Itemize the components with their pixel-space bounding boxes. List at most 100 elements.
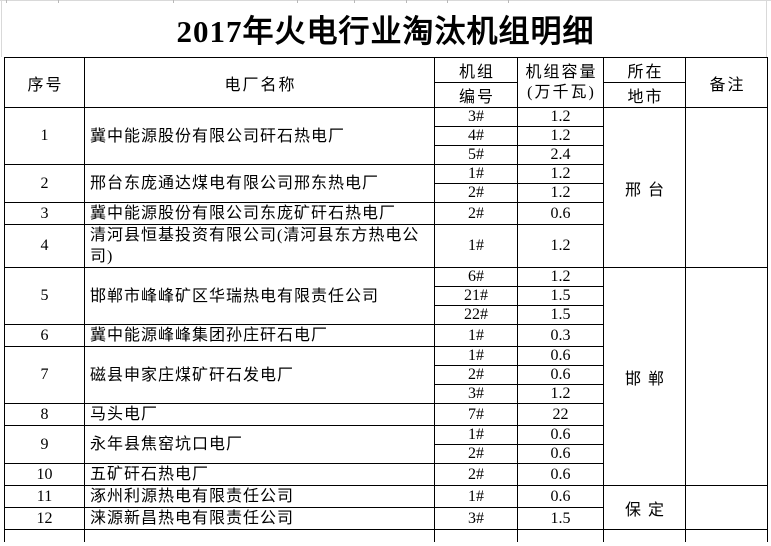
serial-cell: 7 xyxy=(4,346,85,404)
unit-no-cell: 3# xyxy=(434,384,518,404)
grid-tick xyxy=(173,0,174,3)
grid-tick xyxy=(508,0,509,3)
grid-right-edge xyxy=(766,0,767,57)
city-cell xyxy=(603,529,686,542)
plant-name-cell xyxy=(84,529,435,542)
unit-no-cell: 2# xyxy=(434,463,518,486)
unit-no-cell: 6# xyxy=(434,267,518,287)
header-remark: 备注 xyxy=(685,57,768,108)
plant-name-cell: 邢台东庞通达煤电有限公司邢东热电厂 xyxy=(84,164,435,203)
unit-no-cell: 7# xyxy=(434,403,518,426)
capacity-cell: 1.5 xyxy=(517,286,604,306)
grid-topline xyxy=(0,0,771,1)
eliminated-units-table: 序号 电厂名称 机组 机组容量 (万千瓦) 所在 备注 编号 地市 1 冀中能源… xyxy=(4,57,768,542)
capacity-cell: 0.6 xyxy=(517,425,604,445)
capacity-cell: 0.6 xyxy=(517,444,604,464)
table-row: 11 涿州利源热电有限责任公司 1# 0.6 保定 xyxy=(4,485,768,530)
unit-no-cell: 1# xyxy=(434,164,518,184)
capacity-cell: 22 xyxy=(517,403,604,426)
capacity-cell: 0.6 xyxy=(517,346,604,366)
grid-tick xyxy=(447,0,448,3)
capacity-cell: 0.6 xyxy=(517,202,604,225)
grid-tick xyxy=(297,0,298,3)
header-capacity-line2: (万千瓦) xyxy=(527,83,596,101)
header-row-bottom: 编号 地市 xyxy=(5,82,768,108)
grid-tick xyxy=(354,0,355,3)
plant-name-cell: 涿州利源热电有限责任公司 xyxy=(84,485,435,508)
table-row: 1 冀中能源股份有限公司矸石热电厂 3# 1.2 邢台 xyxy=(4,107,768,268)
capacity-cell: 0.6 xyxy=(517,365,604,385)
header-city-bottom: 地市 xyxy=(603,82,686,108)
table-row: 22# 1.5 xyxy=(5,305,768,325)
plant-name-cell: 清河县恒基投资有限公司(清河县东方热电公司) xyxy=(84,224,435,268)
unit-no-cell: 4# xyxy=(434,126,518,146)
serial-cell xyxy=(4,529,85,542)
remark-cell xyxy=(685,107,768,268)
header-capacity-line1: 机组容量 xyxy=(525,63,598,81)
plant-name-cell: 冀中能源股份有限公司东庞矿矸石热电厂 xyxy=(84,202,435,225)
capacity-cell: 1.2 xyxy=(517,107,604,127)
capacity-cell: 0.6 xyxy=(517,485,604,508)
serial-cell: 8 xyxy=(4,403,85,426)
serial-cell: 4 xyxy=(4,224,85,268)
table-row: 4 清河县恒基投资有限公司(清河县东方热电公司) 1# 1.2 xyxy=(4,224,768,268)
serial-cell: 9 xyxy=(4,425,85,464)
unit-no-cell: 2# xyxy=(434,365,518,385)
grid-tick xyxy=(6,0,7,3)
unit-no-cell: 2# xyxy=(434,444,518,464)
unit-no-cell xyxy=(434,529,518,542)
table-row-partial xyxy=(4,529,768,542)
capacity-cell: 1.2 xyxy=(517,384,604,404)
capacity-cell xyxy=(517,529,604,542)
unit-no-cell: 3# xyxy=(434,507,518,530)
capacity-cell: 0.3 xyxy=(517,324,604,347)
grid-left-edge xyxy=(1,0,2,57)
plant-name-cell: 冀中能源峰峰集团孙庄矸石电厂 xyxy=(84,324,435,347)
plant-name-cell: 五矿矸石热电厂 xyxy=(84,463,435,486)
capacity-cell: 0.6 xyxy=(517,463,604,486)
city-cell: 邯郸 xyxy=(603,267,686,486)
header-unit-top: 机组 xyxy=(434,57,518,83)
city-cell: 邢台 xyxy=(603,107,686,268)
unit-no-cell: 1# xyxy=(434,346,518,366)
serial-cell: 2 xyxy=(4,164,85,203)
header-row-top: 序号 电厂名称 机组 机组容量 (万千瓦) 所在 备注 xyxy=(4,57,768,108)
capacity-cell: 1.2 xyxy=(517,183,604,203)
capacity-cell: 1.2 xyxy=(517,164,604,184)
page-title: 2017年火电行业淘汰机组明细 xyxy=(176,14,595,49)
header-serial: 序号 xyxy=(4,57,85,108)
header-plant: 电厂名称 xyxy=(84,57,435,108)
serial-cell: 6 xyxy=(4,324,85,347)
unit-no-cell: 21# xyxy=(434,286,518,306)
table-row: 12 涞源新昌热电有限责任公司 3# 1.5 xyxy=(4,507,768,530)
unit-no-cell: 5# xyxy=(434,145,518,165)
serial-cell: 3 xyxy=(4,202,85,225)
capacity-cell: 1.2 xyxy=(517,126,604,146)
serial-cell: 12 xyxy=(4,507,85,530)
header-unit-bottom: 编号 xyxy=(434,82,518,108)
plant-name-cell: 邯郸市峰峰矿区华瑞热电有限责任公司 xyxy=(84,267,435,325)
table-row: 2# 0.6 xyxy=(5,365,768,385)
table-row: 3 冀中能源股份有限公司东庞矿矸石热电厂 2# 0.6 xyxy=(4,202,768,225)
remark-cell xyxy=(685,485,768,530)
header-city-top: 所在 xyxy=(603,57,686,83)
table-row: 6 冀中能源峰峰集团孙庄矸石电厂 1# 0.3 xyxy=(4,324,768,347)
table-row: 5# 2.4 xyxy=(5,145,768,165)
capacity-cell: 1.2 xyxy=(517,224,604,268)
header-capacity: 机组容量 (万千瓦) xyxy=(517,57,604,108)
unit-no-cell: 2# xyxy=(434,202,518,225)
serial-cell: 1 xyxy=(4,107,85,165)
unit-no-cell: 3# xyxy=(434,107,518,127)
unit-no-cell: 2# xyxy=(434,183,518,203)
serial-cell: 10 xyxy=(4,463,85,486)
serial-cell: 11 xyxy=(4,485,85,508)
remark-cell xyxy=(685,529,768,542)
table-row: 2 邢台东庞通达煤电有限公司邢东热电厂 1# 1.2 xyxy=(4,164,768,203)
unit-no-cell: 1# xyxy=(434,224,518,268)
remark-cell xyxy=(685,267,768,486)
capacity-cell: 1.2 xyxy=(517,267,604,287)
plant-name-cell: 永年县焦窑坑口电厂 xyxy=(84,425,435,464)
grid-tick xyxy=(58,0,59,3)
city-cell: 保定 xyxy=(603,485,686,530)
